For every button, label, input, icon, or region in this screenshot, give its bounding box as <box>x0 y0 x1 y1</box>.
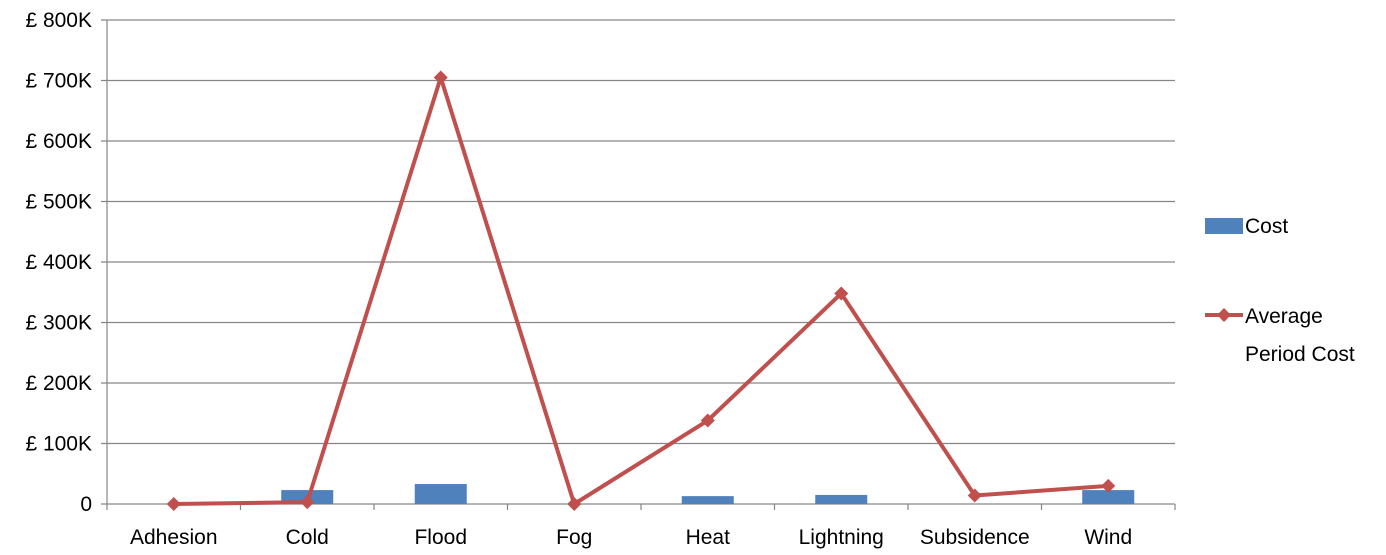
gridlines <box>101 19 1175 445</box>
cost-bar <box>1082 490 1135 504</box>
y-tick-label: £ 800K <box>25 9 92 32</box>
legend-average-label-line1: Average <box>1245 305 1323 328</box>
y-axis: 0 £ 100K £ 200K £ 300K £ 400K £ 500K £ 600K £ 7… <box>25 9 108 516</box>
y-tick-label: £ 300K <box>25 312 92 335</box>
x-tick-label: Wind <box>1084 526 1132 549</box>
y-tick-label: £ 400K <box>25 251 92 274</box>
average-period-cost-marker <box>166 497 181 511</box>
average-period-cost-marker <box>300 495 315 510</box>
average-period-cost-line <box>173 75 1109 506</box>
average-period-cost-marker <box>433 70 448 85</box>
y-tick-label: £ 700K <box>25 70 92 93</box>
x-tick-label: Cold <box>286 526 329 549</box>
legend: Cost Average Period Cost <box>1205 215 1355 366</box>
x-axis: Adhesion Cold Flood Fog Heat Lightning Subside… <box>101 503 1176 549</box>
average-period-cost-marker <box>834 286 849 301</box>
average-period-cost-line-series <box>166 70 1116 511</box>
cost-bar <box>815 494 868 504</box>
cost-bar <box>414 484 467 504</box>
y-tick-label: £ 600K <box>25 130 92 153</box>
average-period-cost-marker <box>567 497 582 511</box>
average-period-cost-marker <box>700 413 715 428</box>
y-tick-label: £ 200K <box>25 372 92 395</box>
cost-bar <box>681 496 734 504</box>
x-tick-label: Flood <box>414 526 467 549</box>
x-tick-label: Adhesion <box>130 526 218 549</box>
y-tick-label: 0 <box>80 493 92 516</box>
x-tick-label: Heat <box>686 526 731 549</box>
average-period-cost-marker <box>1101 478 1116 493</box>
x-tick-label: Fog <box>556 526 592 549</box>
legend-average-marker <box>1217 308 1231 322</box>
legend-cost-swatch <box>1205 218 1243 234</box>
x-tick-label: Lightning <box>799 526 884 549</box>
legend-cost-label: Cost <box>1245 215 1288 238</box>
x-tick-label: Subsidence <box>920 526 1030 549</box>
y-tick-label: £ 500K <box>25 191 92 214</box>
legend-average-label-line2: Period Cost <box>1245 343 1355 366</box>
average-period-cost-marker <box>967 488 982 503</box>
y-tick-label: £ 100K <box>25 433 92 456</box>
